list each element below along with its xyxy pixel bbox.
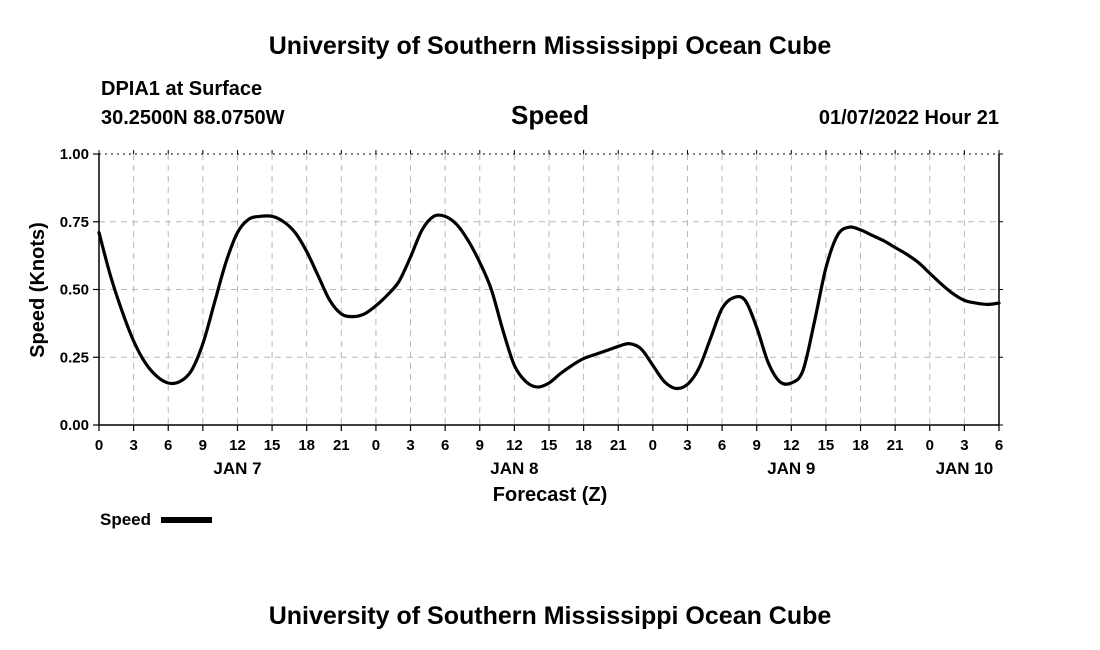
legend-label: Speed: [100, 510, 151, 529]
station-label: DPIA1 at Surface: [101, 78, 262, 100]
x-tick-label: 18: [575, 437, 592, 454]
y-tick-label: 1.00: [60, 146, 89, 163]
y-tick-label: 0.00: [60, 417, 89, 434]
date-label: JAN 7: [213, 459, 261, 478]
footer-title: University of Southern Mississippi Ocean…: [269, 602, 832, 630]
x-tick-label: 0: [649, 437, 657, 454]
date-label: JAN 9: [767, 459, 815, 478]
x-tick-label: 0: [95, 437, 103, 454]
x-tick-label: 21: [887, 437, 904, 454]
coordinates-label: 30.2500N 88.0750W: [101, 107, 285, 129]
x-tick-label: 12: [229, 437, 246, 454]
variable-label: Speed: [511, 100, 589, 130]
x-tick-label: 6: [164, 437, 172, 454]
chart-title: University of Southern Mississippi Ocean…: [269, 32, 832, 60]
y-tick-label: 0.75: [60, 214, 89, 231]
x-tick-label: 3: [406, 437, 414, 454]
x-tick-label: 3: [129, 437, 137, 454]
x-tick-label: 15: [541, 437, 558, 454]
x-tick-label: 0: [372, 437, 380, 454]
ticks: 0 3 6 9 12 15 18 21 0 3 6 9 12 15 18 21 0 3 6 9 12 15 18 21 0 3 6J…: [60, 146, 1003, 478]
x-axis-title: Forecast (Z): [493, 484, 607, 506]
x-tick-label: 18: [852, 437, 869, 454]
series-line-speed: [97, 213, 1001, 391]
x-tick-label: 21: [610, 437, 627, 454]
x-tick-label: 12: [506, 437, 523, 454]
x-tick-label: 9: [476, 437, 484, 454]
x-tick-label: 21: [333, 437, 350, 454]
date-label: JAN 8: [490, 459, 538, 478]
series: [97, 213, 1001, 391]
y-axis-title: Speed (Knots): [27, 222, 49, 358]
x-tick-label: 6: [441, 437, 449, 454]
grid: [99, 153, 999, 425]
x-tick-label: 12: [783, 437, 800, 454]
x-tick-label: 9: [199, 437, 207, 454]
x-tick-label: 15: [264, 437, 281, 454]
date-label: JAN 10: [936, 459, 994, 478]
y-tick-label: 0.50: [60, 282, 89, 299]
x-tick-label: 3: [960, 437, 968, 454]
x-tick-label: 6: [718, 437, 726, 454]
x-tick-label: 9: [753, 437, 761, 454]
x-tick-label: 18: [298, 437, 315, 454]
legend-swatch: [161, 517, 212, 523]
x-tick-label: 3: [683, 437, 691, 454]
x-tick-label: 0: [926, 437, 934, 454]
x-tick-label: 6: [995, 437, 1003, 454]
y-tick-label: 0.25: [60, 349, 89, 366]
datetime-label: 01/07/2022 Hour 21: [819, 107, 999, 129]
x-tick-label: 15: [818, 437, 835, 454]
